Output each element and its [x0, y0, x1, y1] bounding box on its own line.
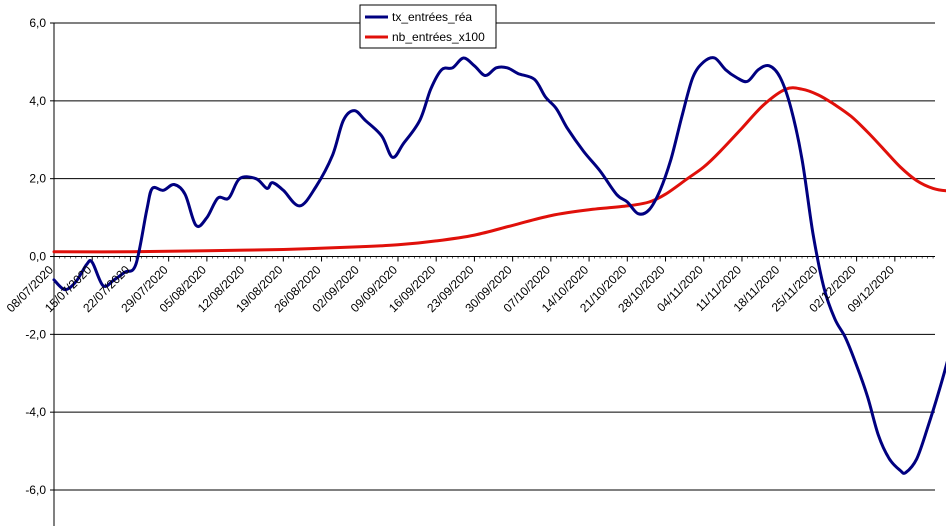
legend-label-nb-entrees-x100: nb_entrées_x100 [392, 30, 485, 44]
series-line-nb-entrees-x100 [52, 86, 946, 254]
y-tick-labels: -6,0 -4,0 -2,0 0,0 2,0 4,0 6,0 [25, 16, 46, 497]
series-lines [52, 56, 946, 475]
legend-label-tx-entrees-rea: tx_entrées_réa [392, 10, 472, 24]
y-tick-label: 2,0 [29, 172, 46, 186]
legend: tx_entrées_réa nb_entrées_x100 [359, 4, 497, 49]
y-tick-label: -6,0 [25, 483, 46, 497]
legend-box [359, 4, 497, 49]
x-tick-labels: 08/07/202015/07/202022/07/202029/07/2020… [4, 262, 897, 315]
y-tick-label: 0,0 [29, 250, 46, 264]
y-tick-label: -4,0 [25, 405, 46, 419]
series-line-tx-entrees-rea [52, 56, 946, 475]
y-tick-label: 6,0 [29, 16, 46, 30]
y-tick-label: -2,0 [25, 327, 46, 341]
y-tick-label: 4,0 [29, 94, 46, 108]
